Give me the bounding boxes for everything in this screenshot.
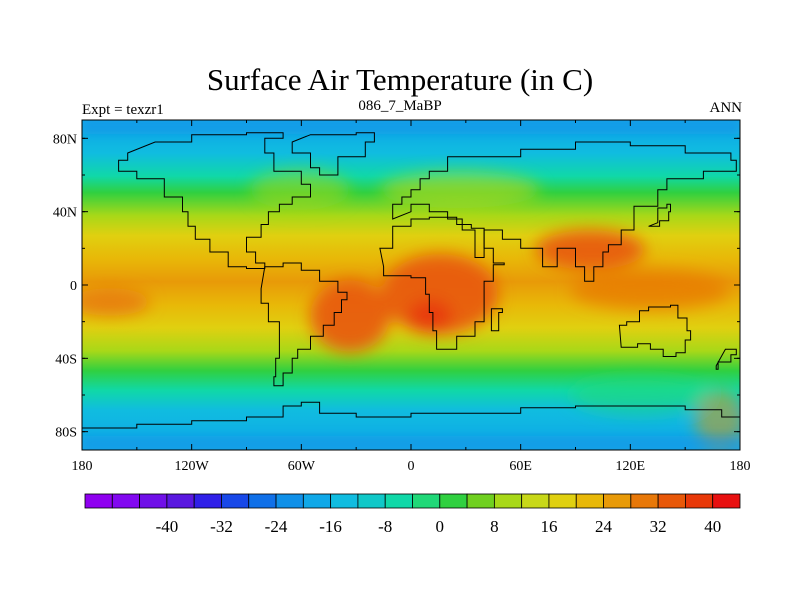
continent-south-america [260,262,348,387]
colorbar-box [630,493,659,509]
lon-tick-label: 120E [616,459,646,474]
continent-australia [618,304,692,357]
colorbar-label: -32 [210,517,233,536]
colorbar-box [221,493,250,509]
colorbar-box [193,493,222,509]
colorbar-label: 0 [436,517,445,536]
lat-tick-label: 80N [53,132,77,147]
colorbar-label: -24 [265,517,288,536]
continent-japan [648,203,671,227]
lon-tick-label: 0 [408,459,415,474]
lat-tick-label: 40N [53,206,77,221]
lat-tick-label: 0 [70,279,77,294]
colorbar-box [521,493,550,509]
colorbar-box [412,493,441,509]
colorbar-label: 24 [595,517,613,536]
colorbar-label: 16 [541,517,558,536]
colorbar-box [466,493,495,509]
colorbar-label: 40 [704,517,721,536]
continent-north-america [118,132,311,269]
longitude-axis: 180 120W 60W 0 60E 120E 180 [72,120,751,474]
colorbar-box [248,493,277,509]
colorbar-box [603,493,632,509]
temperature-anomalies [82,170,740,450]
colorbar-box [685,493,714,509]
colorbar-box [166,493,195,509]
lon-tick-label: 180 [730,459,751,474]
figure-title: Surface Air Temperature (in C) [206,62,594,97]
colorbar-box [275,493,304,509]
temperature-field [82,120,740,450]
continent-eurasia [392,141,737,282]
colorbar-box [712,493,741,509]
experiment-label: Expt = texzr1 [82,102,164,118]
lon-tick-label: 60W [288,459,316,474]
polar-cold-zones [82,120,740,450]
colorbar-box [575,493,604,509]
time-label: 086_7_MaBP [358,98,442,114]
colorbar-box [139,493,168,509]
colorbar-label: 32 [650,517,667,536]
colorbar-box [111,493,140,509]
lon-tick-label: 120W [175,459,210,474]
continent-new-zealand [715,348,737,370]
colorbar-label: -40 [156,517,179,536]
colorbar-box [493,493,523,509]
colorbar-box [357,493,386,509]
continent-outlines [82,132,740,450]
colorbar-box [302,493,332,509]
colorbar-box [84,493,113,509]
continent-madagascar [490,308,503,332]
colorbar-label: -16 [319,517,342,536]
colorbar: -40 -32 -24 -16 -8 0 8 16 24 32 40 [84,493,741,536]
season-label: ANN [709,100,743,116]
continent-greenland [291,132,375,176]
lon-tick-label: 180 [72,459,93,474]
colorbar-label: 8 [490,517,499,536]
colorbar-box [384,493,413,509]
colorbar-box [439,493,468,509]
lon-tick-label: 60E [509,459,532,474]
colorbar-box [548,493,577,509]
colorbar-box [657,493,686,509]
colorbar-label: -8 [378,517,392,536]
lat-tick-label: 80S [55,426,77,441]
latitude-axis: 80N 40N 0 40S 80S [53,132,740,441]
lat-tick-label: 40S [55,352,77,367]
continent-antarctica [82,401,740,450]
colorbar-box [330,493,359,509]
